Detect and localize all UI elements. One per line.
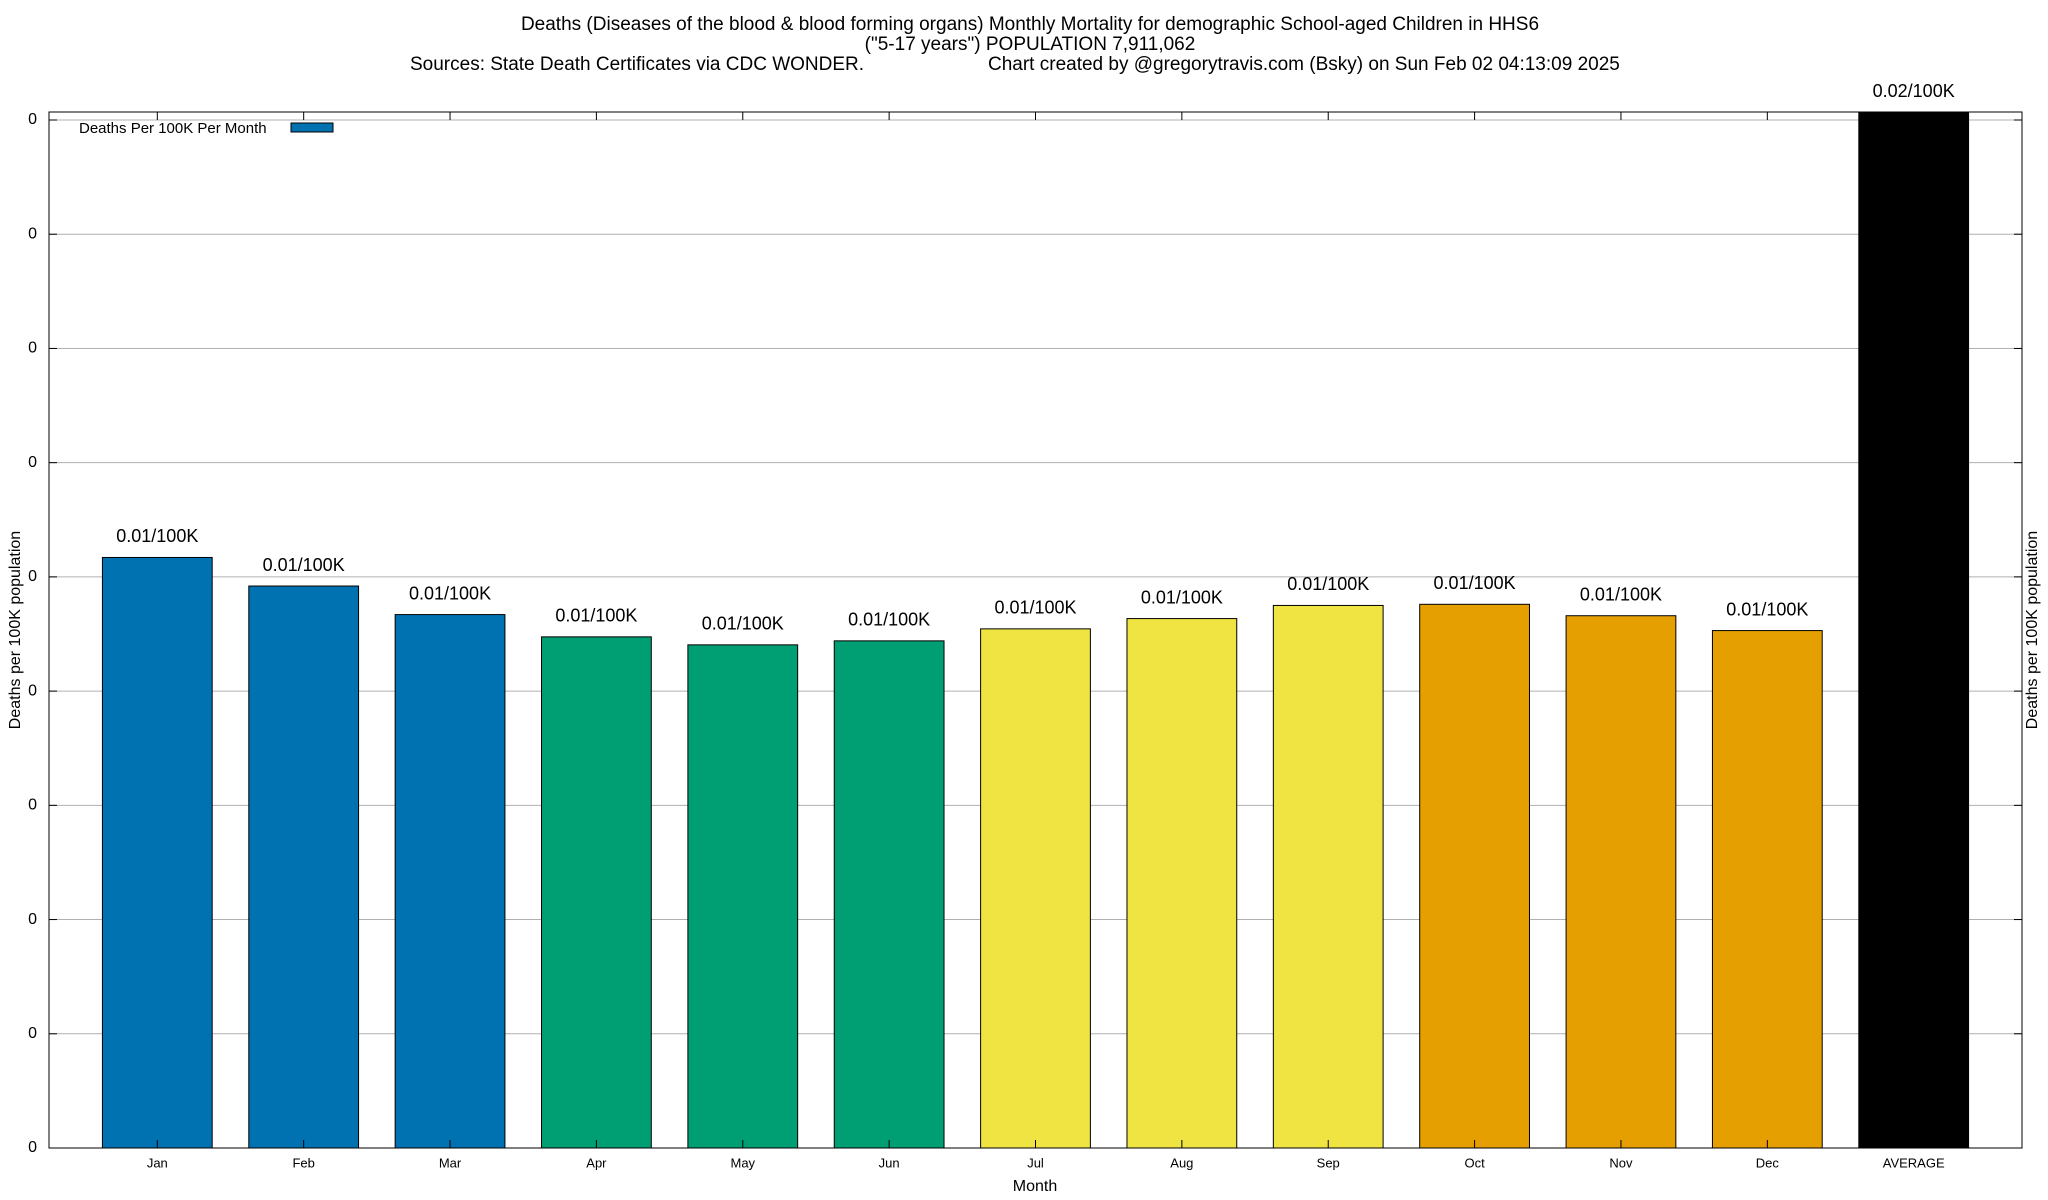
value-label: 0.01/100K bbox=[555, 606, 637, 626]
value-label: 0.01/100K bbox=[1726, 599, 1808, 619]
x-tick-label: Aug bbox=[1170, 1155, 1193, 1170]
bar bbox=[1711, 630, 1823, 1148]
bar bbox=[1858, 112, 1970, 1148]
value-label: 0.01/100K bbox=[263, 555, 345, 575]
x-tick-label: Nov bbox=[1609, 1155, 1633, 1170]
value-label: 0.01/100K bbox=[409, 583, 491, 603]
value-label: 0.01/100K bbox=[1141, 587, 1223, 607]
y-tick-label: 0 bbox=[28, 225, 37, 242]
chart-credit: Chart created by @gregorytravis.com (Bsk… bbox=[988, 54, 1620, 75]
y-tick-label: 0 bbox=[28, 340, 37, 357]
value-label: 0.02/100K bbox=[1873, 81, 1955, 101]
y-tick-label: 0 bbox=[28, 1139, 37, 1156]
bar bbox=[248, 585, 360, 1148]
bar bbox=[101, 556, 213, 1148]
x-tick-label: Sep bbox=[1317, 1155, 1340, 1170]
y-tick-label: 0 bbox=[28, 682, 37, 699]
legend-swatch bbox=[290, 122, 334, 133]
bar bbox=[833, 640, 945, 1148]
y-axis-label: Deaths per 100K population bbox=[7, 531, 24, 729]
plot-area bbox=[101, 112, 1970, 1148]
bar bbox=[394, 614, 506, 1148]
x-tick-label: Jan bbox=[147, 1155, 168, 1170]
value-label: 0.01/100K bbox=[1580, 584, 1662, 604]
x-tick-label: Feb bbox=[292, 1155, 314, 1170]
x-tick-label: Mar bbox=[439, 1155, 462, 1170]
bar bbox=[1419, 603, 1530, 1148]
chart-title: Deaths (Diseases of the blood & blood fo… bbox=[521, 14, 1539, 35]
y-tick-label: 0 bbox=[28, 797, 37, 814]
y-tick-label: 0 bbox=[28, 111, 37, 128]
x-axis-label: Month bbox=[1013, 1178, 1057, 1195]
value-label: 0.01/100K bbox=[702, 614, 784, 634]
legend-label: Deaths Per 100K Per Month bbox=[79, 120, 267, 137]
y-tick-label: 0 bbox=[28, 1025, 37, 1042]
bar bbox=[1565, 615, 1677, 1148]
x-tick-label: May bbox=[730, 1155, 755, 1170]
chart-source: Sources: State Death Certificates via CD… bbox=[410, 54, 864, 75]
value-label: 0.01/100K bbox=[1434, 573, 1516, 593]
y-tick-label: 0 bbox=[28, 454, 37, 471]
x-tick-label: Dec bbox=[1756, 1155, 1780, 1170]
bar bbox=[1126, 618, 1238, 1148]
chart-subtitle: ("5-17 years") POPULATION 7,911,062 bbox=[865, 34, 1196, 55]
y-tick-label: 0 bbox=[28, 568, 37, 585]
bar bbox=[1272, 604, 1384, 1148]
y-tick-label: 0 bbox=[28, 911, 37, 928]
x-tick-label: AVERAGE bbox=[1883, 1155, 1945, 1170]
value-label: 0.01/100K bbox=[994, 598, 1076, 618]
value-label: 0.01/100K bbox=[848, 610, 930, 630]
bar bbox=[541, 636, 652, 1148]
x-tick-label: Jun bbox=[879, 1155, 900, 1170]
value-label: 0.01/100K bbox=[116, 526, 198, 546]
y2-axis-label: Deaths per 100K population bbox=[2024, 531, 2041, 729]
x-tick-label: Oct bbox=[1464, 1155, 1485, 1170]
x-tick-label: Jul bbox=[1027, 1155, 1044, 1170]
bar bbox=[687, 644, 799, 1148]
value-label: 0.01/100K bbox=[1287, 574, 1369, 594]
plot-frame bbox=[48, 111, 2023, 1149]
bar bbox=[980, 628, 1091, 1148]
x-tick-label: Apr bbox=[586, 1155, 607, 1170]
